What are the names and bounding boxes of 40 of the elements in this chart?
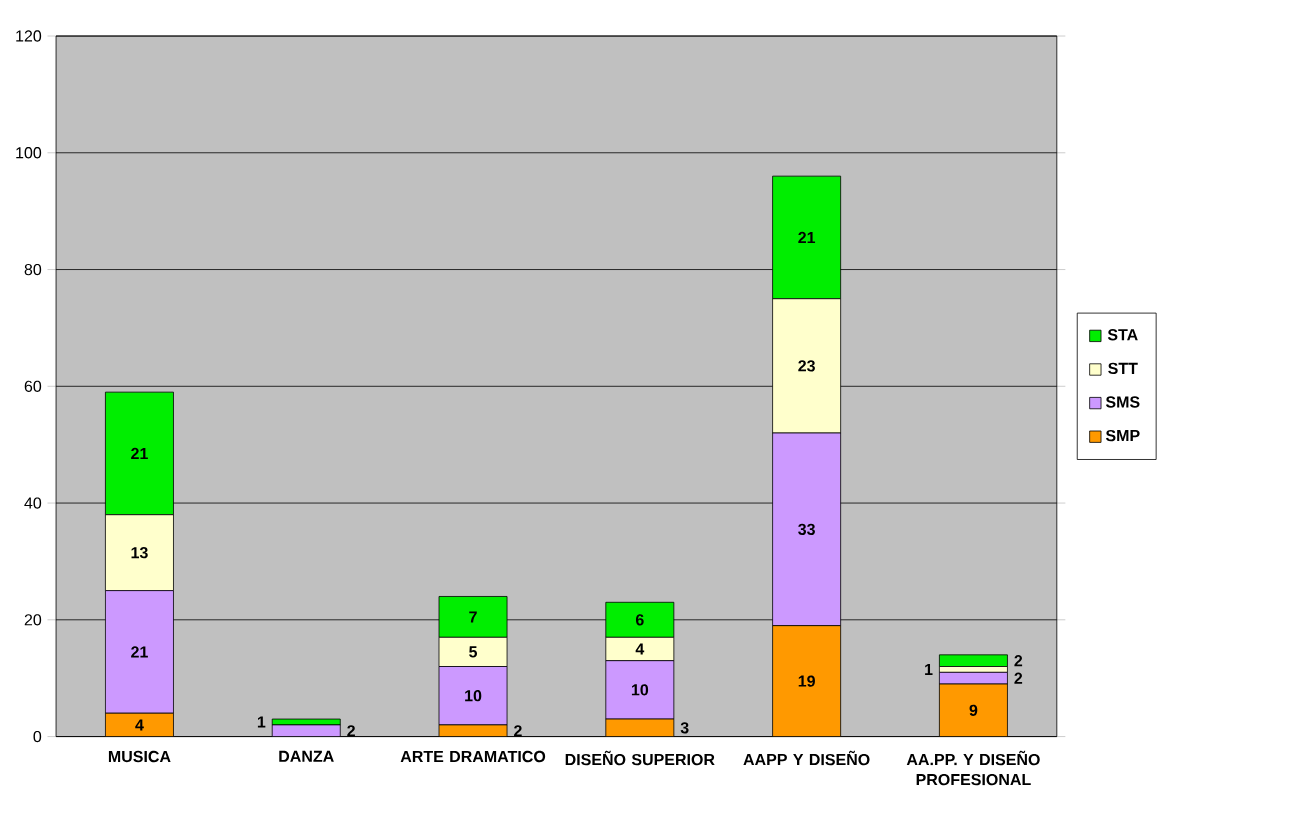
y-tick-label: 80 [24,264,42,276]
legend-label: SMP [1105,430,1140,442]
x-tick-label: MUSICA [108,751,171,763]
y-tick-label: 40 [24,497,42,509]
y-tick-label: 120 [16,30,42,42]
x-tick-label: DISEÑO SUPERIOR [565,751,715,766]
legend-label: STA [1107,329,1138,341]
data-label: 2 [1014,672,1023,684]
x-tick-label: AA.PP. Y DISEÑO PROFESIONAL [906,751,1040,786]
data-label: 6 [635,614,644,626]
data-label: 19 [798,675,815,687]
legend-label: STT [1108,362,1138,375]
y-tick-label: 60 [24,380,42,393]
data-label: 33 [798,523,815,536]
data-label: 7 [469,611,477,623]
data-label: 2 [1014,655,1023,667]
bar [938,654,1008,668]
x-tick-label: ARTE DRAMATICO [400,751,546,763]
x-tick-label: DANZA [279,751,334,763]
legend-label: SMS [1105,396,1140,408]
data-label: 2 [514,725,522,737]
data-label: 4 [635,643,645,655]
data-label: 21 [798,232,816,244]
data-label: 21 [131,448,148,460]
data-label: 9 [969,704,978,717]
y-tick-label: 0 [33,731,42,743]
y-tick-label: 20 [24,614,42,626]
data-label: 3 [680,722,689,734]
data-label: 10 [631,684,649,696]
x-tick-label: AAPP Y DISEÑO [743,751,870,766]
data-label: 2 [347,725,355,737]
data-label: 23 [798,360,815,372]
data-label: 5 [469,646,478,658]
data-label: 13 [131,547,148,559]
data-label: 21 [131,646,148,658]
y-tick-label: 100 [16,147,42,159]
data-label: 1 [257,716,266,728]
data-label: 1 [925,664,933,676]
data-label: 4 [135,719,144,731]
data-label: 10 [465,690,482,702]
